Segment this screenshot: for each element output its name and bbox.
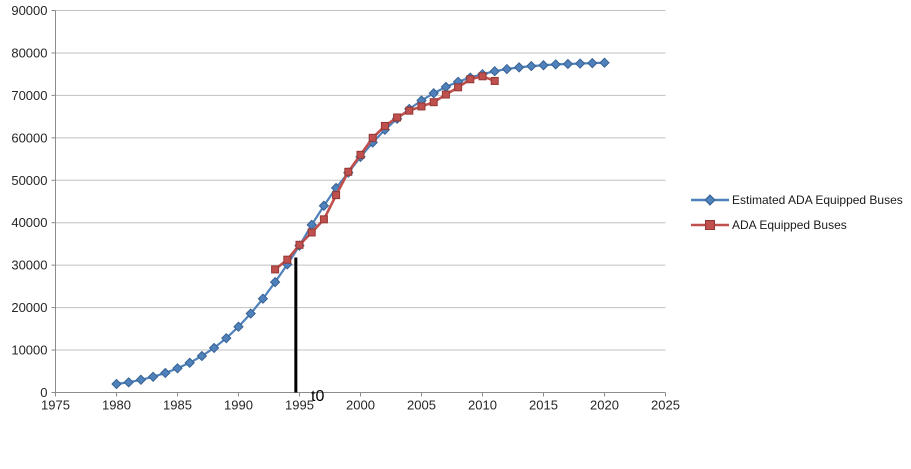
legend-swatch-marker [705, 219, 715, 230]
x-axis-tick-label: 1990 [224, 398, 253, 413]
y-axis-tick-label: 30000 [11, 258, 47, 273]
data-point-marker-square [344, 167, 353, 176]
data-point-marker-diamond [538, 60, 549, 71]
data-point-marker-diamond [489, 65, 500, 77]
legend-label-estimated: Estimated ADA Equipped Buses [732, 192, 903, 207]
legend-item-estimated-ada-equipped-buses: Estimated ADA Equipped Buses [690, 192, 903, 207]
data-point-marker-diamond [245, 308, 256, 319]
data-point-marker-diamond [184, 357, 195, 368]
data-point-marker-diamond [196, 350, 208, 362]
data-point-marker-square [356, 150, 365, 159]
data-point-marker-diamond [147, 371, 159, 383]
data-point-marker-square [271, 265, 280, 274]
data-point-marker-square [405, 106, 414, 115]
y-axis-tick-label: 40000 [11, 215, 47, 230]
chart-legend: Estimated ADA Equipped Buses ADA Equippe… [690, 192, 903, 232]
x-axis-tick-label: 2025 [651, 398, 680, 413]
y-axis-tick-label: 70000 [11, 88, 47, 103]
series-line [274, 74, 496, 271]
data-point-marker-square [417, 102, 426, 111]
data-point-marker-diamond [257, 293, 269, 304]
data-point-marker-diamond [574, 58, 586, 69]
series-ada-equipped-buses [271, 72, 499, 274]
x-axis-tick-label: 2000 [346, 398, 375, 413]
data-point-marker-diamond [172, 363, 183, 374]
data-point-marker-square [429, 98, 438, 107]
x-axis-tick-label: 1985 [163, 398, 192, 413]
x-axis-tick-label: 1980 [102, 398, 131, 413]
x-axis-tick-label: 2005 [407, 398, 436, 413]
x-axis-tick-label: 2010 [468, 398, 497, 413]
data-point-marker-diamond [501, 63, 513, 75]
data-point-marker-square [441, 90, 450, 99]
data-point-marker-square [283, 255, 292, 264]
data-point-marker-diamond [135, 374, 147, 385]
data-point-marker-diamond [440, 81, 452, 93]
data-point-marker-square [295, 240, 304, 249]
data-point-marker-diamond [160, 367, 171, 379]
legend-swatch-blue-diamond-icon [691, 193, 729, 206]
y-axis-tick-label: 10000 [11, 343, 47, 358]
data-point-marker-diamond [550, 59, 561, 70]
data-point-marker-diamond [599, 57, 610, 68]
data-point-marker-diamond [428, 88, 439, 99]
data-point-marker-square [307, 228, 316, 237]
data-point-marker-diamond [526, 60, 537, 72]
data-point-marker-diamond [318, 200, 330, 211]
data-point-marker-diamond [123, 377, 134, 388]
data-point-marker-diamond [208, 342, 220, 354]
data-point-marker-square [454, 83, 463, 92]
data-point-marker-diamond [587, 57, 598, 69]
y-axis-tick-label: 20000 [11, 300, 47, 315]
x-axis-tick-label: 2020 [590, 398, 619, 413]
data-point-marker-square [466, 75, 475, 84]
data-point-marker-diamond [562, 58, 574, 70]
data-point-marker-square [368, 133, 377, 142]
data-point-marker-square [490, 76, 499, 85]
data-point-marker-square [319, 215, 328, 224]
data-point-marker-square [380, 121, 389, 130]
legend-swatch-marker [704, 193, 716, 206]
data-point-marker-diamond [221, 332, 232, 344]
data-point-marker-diamond [233, 321, 244, 332]
legend-swatch-red-square-icon [691, 219, 729, 230]
legend-label-actual: ADA Equipped Buses [732, 217, 847, 232]
series-estimated-ada-equipped-buses [111, 57, 610, 390]
data-point-marker-diamond [111, 378, 122, 390]
y-axis-tick-label: 80000 [11, 45, 47, 60]
series-line [116, 61, 605, 386]
y-axis-tick-label: 90000 [11, 3, 47, 18]
data-point-marker-diamond [269, 276, 281, 288]
data-point-marker-diamond [513, 62, 525, 73]
data-point-marker-square [478, 72, 487, 81]
y-axis-tick-label: 50000 [11, 173, 47, 188]
x-axis-tick-label: 1995 [285, 398, 314, 413]
x-axis-tick-label: 1975 [41, 398, 70, 413]
y-axis-tick-label: 0 [40, 385, 47, 400]
x-axis-tick-label: 2015 [529, 398, 558, 413]
legend-item-ada-equipped-buses: ADA Equipped Buses [690, 217, 903, 232]
data-point-marker-square [332, 191, 341, 200]
t0-annotation-label: t0 [311, 388, 325, 405]
y-axis-tick-label: 60000 [11, 130, 47, 145]
data-point-marker-square [393, 113, 402, 122]
